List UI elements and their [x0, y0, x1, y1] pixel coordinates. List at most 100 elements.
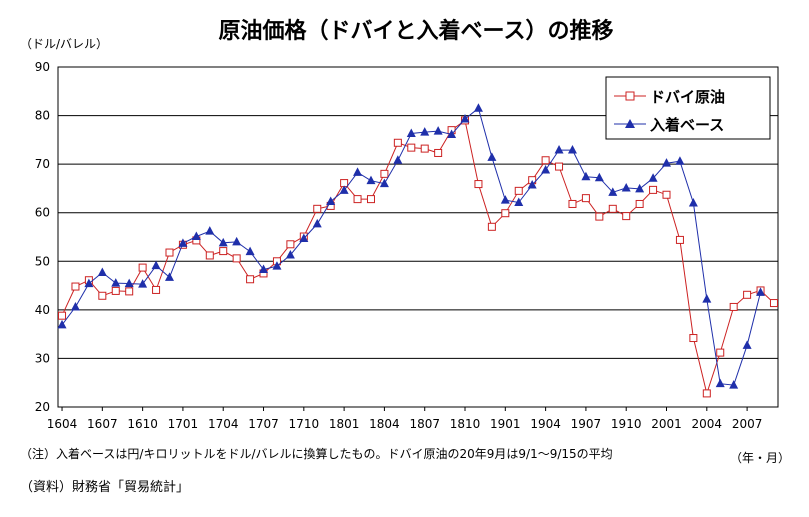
series-arrival-basis: [57, 103, 766, 389]
legend-marker-dubai: [625, 91, 635, 101]
x-tick-label: 1901: [490, 417, 521, 431]
data-point-square: [407, 143, 416, 152]
data-point-triangle: [259, 264, 269, 274]
x-tick-label: 1710: [289, 417, 320, 431]
data-point-triangle: [460, 113, 470, 123]
data-point-triangle: [111, 278, 121, 287]
data-point-triangle: [473, 103, 483, 112]
data-point-triangle: [84, 278, 94, 288]
data-point-triangle: [205, 226, 215, 235]
data-point-triangle: [285, 249, 295, 259]
data-series: [57, 103, 778, 398]
data-point-square: [675, 235, 684, 244]
data-point-square: [246, 275, 255, 284]
data-point-square: [232, 254, 241, 263]
data-point-square: [595, 212, 604, 221]
y-axis: 20 30 40 50 60 70 80 90: [35, 60, 50, 414]
data-point-triangle: [487, 152, 497, 161]
legend-box: [605, 76, 771, 140]
data-point-square: [420, 144, 429, 153]
data-point-triangle: [124, 278, 134, 288]
data-point-triangle: [232, 236, 242, 246]
data-point-triangle: [554, 145, 564, 154]
data-point-triangle: [447, 129, 457, 139]
data-point-square: [152, 285, 161, 294]
data-point-square: [353, 195, 362, 204]
data-point-square: [622, 212, 631, 221]
data-point-triangle: [138, 279, 148, 288]
y-tick-label: 20: [35, 400, 50, 414]
data-point-square: [313, 204, 322, 213]
x-tick-label: 2004: [692, 417, 723, 431]
data-point-triangle: [715, 378, 725, 388]
data-point-triangle: [594, 172, 604, 182]
series-dubai: [58, 116, 778, 398]
x-tick-label: 1604: [47, 417, 78, 431]
data-point-triangle: [353, 167, 363, 176]
data-point-triangle: [245, 246, 255, 256]
data-point-square: [71, 282, 80, 291]
data-point-triangle: [218, 237, 228, 247]
data-point-triangle: [514, 197, 524, 207]
data-point-triangle: [70, 301, 80, 311]
data-point-square: [689, 334, 698, 343]
x-tick-label: 1701: [168, 417, 199, 431]
data-point-square: [568, 199, 577, 208]
data-point-square: [205, 251, 214, 260]
data-point-square: [581, 194, 590, 203]
y-axis-unit: （ドル/バレル）: [20, 37, 108, 51]
data-point-square: [702, 389, 711, 398]
data-point-triangle: [541, 164, 551, 174]
data-point-square: [501, 209, 510, 218]
legend: ドバイ原油 入着ベース: [605, 76, 771, 140]
x-tick-label: 1804: [369, 417, 400, 431]
data-point-triangle: [688, 198, 698, 207]
legend-marker-arrival: [625, 119, 635, 128]
data-point-triangle: [272, 261, 282, 270]
data-point-triangle: [608, 187, 618, 196]
data-point-triangle: [57, 319, 67, 329]
data-point-triangle: [635, 183, 645, 193]
data-point-triangle: [527, 180, 537, 189]
x-tick-label: 1910: [611, 417, 642, 431]
data-point-triangle: [675, 156, 685, 165]
y-tick-label: 40: [35, 303, 50, 317]
data-point-square: [58, 311, 67, 320]
data-point-triangle: [299, 233, 309, 242]
data-point-triangle: [379, 178, 389, 188]
x-tick-label: 1810: [450, 417, 481, 431]
data-point-triangle: [97, 267, 107, 276]
chart-title: 原油価格（ドバイと入着ベース）の推移: [219, 18, 614, 44]
data-point-triangle: [742, 340, 752, 349]
data-point-triangle: [729, 380, 739, 389]
data-point-triangle: [420, 127, 430, 136]
data-point-square: [487, 222, 496, 231]
data-point-square: [165, 248, 174, 257]
data-point-square: [608, 204, 617, 213]
x-tick-label: 1707: [248, 417, 279, 431]
data-point-triangle: [662, 158, 672, 167]
x-axis-unit: （年・月）: [730, 451, 790, 465]
data-point-triangle: [581, 171, 591, 181]
data-point-square: [98, 291, 107, 300]
y-tick-label: 70: [35, 157, 50, 171]
x-tick-label: 1904: [530, 417, 561, 431]
data-point-triangle: [500, 195, 510, 204]
x-axis: 1604 1607 1610 1701 1704 1707 1710 1801 1804 1807…: [47, 407, 762, 431]
data-point-square: [716, 348, 725, 357]
data-point-triangle: [621, 182, 631, 192]
legend-label-arrival: 入着ベース: [650, 116, 724, 134]
data-point-triangle: [756, 287, 766, 296]
x-tick-label: 2001: [651, 417, 682, 431]
data-point-triangle: [164, 272, 174, 281]
data-point-square: [729, 302, 738, 311]
chart-note: （注）入着ベースは円/キロリットルをドル/バレルに換算したもの。ドバイ原油の20…: [20, 446, 613, 461]
data-point-square: [649, 185, 658, 194]
x-tick-label: 1907: [571, 417, 602, 431]
plot-frame: [57, 66, 779, 408]
data-point-triangle: [406, 128, 416, 138]
data-point-triangle: [702, 294, 712, 303]
chart-source: （資料）財務省「貿易統計」: [20, 479, 189, 495]
x-tick-label: 1801: [329, 417, 360, 431]
